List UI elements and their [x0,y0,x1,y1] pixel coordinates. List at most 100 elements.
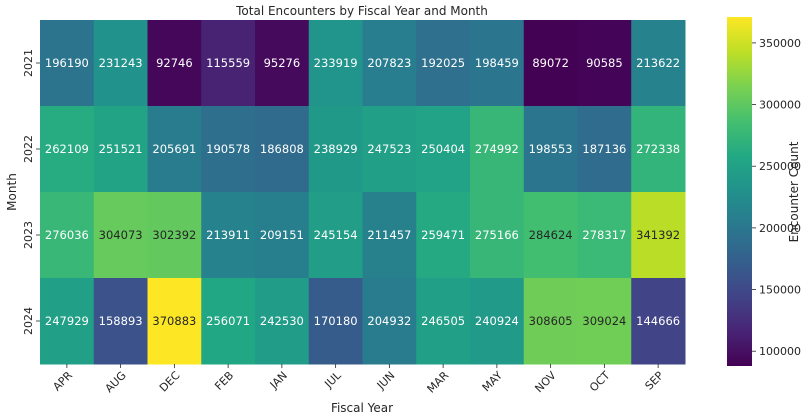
heatmap-cell [40,20,95,107]
colorbar-tick-label: 300000 [759,99,801,112]
cell-value-label: 144666 [636,314,680,328]
cell-value-label: 250404 [421,142,465,156]
cell-value-label: 247523 [367,142,411,156]
heatmap-cell [255,278,310,365]
heatmap-cell [40,106,95,193]
x-tick-label: MAY [480,369,506,395]
cell-value-label: 213622 [636,56,680,70]
heatmap-cell [470,192,525,279]
x-tick-label: AUG [103,369,129,395]
cell-value-label: 247929 [45,314,89,328]
x-tick-label: SEP [643,369,667,393]
heatmap-cell [523,20,578,107]
cell-value-label: 284624 [529,228,573,242]
cell-value-label: 92746 [156,56,193,70]
heatmap-cell [147,278,202,365]
colorbar-tick-label: 150000 [759,284,801,297]
cell-value-label: 259471 [421,228,465,242]
heatmap-cell [523,192,578,279]
heatmap-cell [577,106,632,193]
cell-value-label: 251521 [99,142,143,156]
y-axis-label: Month [5,173,19,211]
y-tick-label: 2024 [22,307,35,335]
heatmap-cell [255,106,310,193]
heatmap-cell [577,20,632,107]
cell-value-label: 192025 [421,56,465,70]
x-tick-label: JUN [374,369,398,393]
cell-value-label: 231243 [99,56,143,70]
cell-value-label: 262109 [45,142,89,156]
heatmap-cell [631,20,686,107]
cell-value-label: 213911 [206,228,250,242]
cell-value-label: 274992 [475,142,519,156]
heatmap-cell [523,106,578,193]
cell-value-label: 302392 [152,228,196,242]
heatmap-cell [577,192,632,279]
cell-value-label: 272338 [636,142,680,156]
x-tick-label: APR [50,369,75,394]
y-tick-label: 2021 [22,49,35,77]
heatmap-cell [416,106,471,193]
heatmap-cell [201,278,256,365]
heatmap-cell [308,106,363,193]
cell-value-label: 90585 [586,56,623,70]
colorbar-label: Encounter Count [787,141,801,242]
heatmap-cell [470,278,525,365]
cell-value-label: 256071 [206,314,250,328]
heatmap-cell [631,278,686,365]
heatmap-cell [93,278,148,365]
heatmap-cell [40,192,95,279]
cell-value-label: 240924 [475,314,519,328]
cell-value-label: 309024 [582,314,626,328]
heatmap-cell [362,20,417,107]
cell-value-label: 341392 [636,228,680,242]
cell-value-label: 242530 [260,314,304,328]
heatmap-cell [631,106,686,193]
cell-value-label: 186808 [260,142,304,156]
colorbar-tick-label: 350000 [759,37,801,50]
heatmap-cell [416,20,471,107]
heatmap-cell [523,278,578,365]
cell-value-label: 370883 [152,314,196,328]
cell-value-label: 170180 [314,314,358,328]
heatmap-cell [308,192,363,279]
heatmap-cell [470,20,525,107]
heatmap-cell [93,106,148,193]
y-tick-label: 2023 [22,221,35,249]
cell-value-label: 190578 [206,142,250,156]
x-tick-label: MAR [425,369,452,396]
cell-value-label: 304073 [99,228,143,242]
colorbar-tick-label: 250000 [759,160,801,173]
heatmap-cell [147,106,202,193]
cell-value-label: 275166 [475,228,519,242]
colorbar-gradient [727,17,752,366]
heatmap-cell [147,192,202,279]
cell-value-label: 209151 [260,228,304,242]
cell-value-label: 198553 [529,142,573,156]
cell-value-label: 95276 [264,56,301,70]
cell-value-label: 205691 [152,142,196,156]
heatmap-cell [362,192,417,279]
heatmap-cell [201,106,256,193]
x-tick-label: JAN [267,369,290,392]
x-tick-label: NOV [532,369,559,396]
heatmap-cell [93,192,148,279]
cell-value-label: 198459 [475,56,519,70]
cell-value-label: 308605 [529,314,573,328]
heatmap-cell [308,20,363,107]
cell-value-label: 158893 [99,314,143,328]
cell-value-label: 89072 [532,56,569,70]
heatmap-cell [40,278,95,365]
cell-value-label: 204932 [367,314,411,328]
heatmap-cell [577,278,632,365]
heatmap-cell [201,192,256,279]
heatmap-cells: 196190 231243 92746 115559 95276 233919 207823… [40,20,686,365]
cell-value-label: 276036 [45,228,89,242]
heatmap-cell [255,192,310,279]
x-tick-label: DEC [157,369,183,395]
y-axis-ticks: 2021 2022 2023 2024 [22,49,40,335]
heatmap-cell [362,106,417,193]
heatmap-cell [416,192,471,279]
heatmap-cell [255,20,310,107]
